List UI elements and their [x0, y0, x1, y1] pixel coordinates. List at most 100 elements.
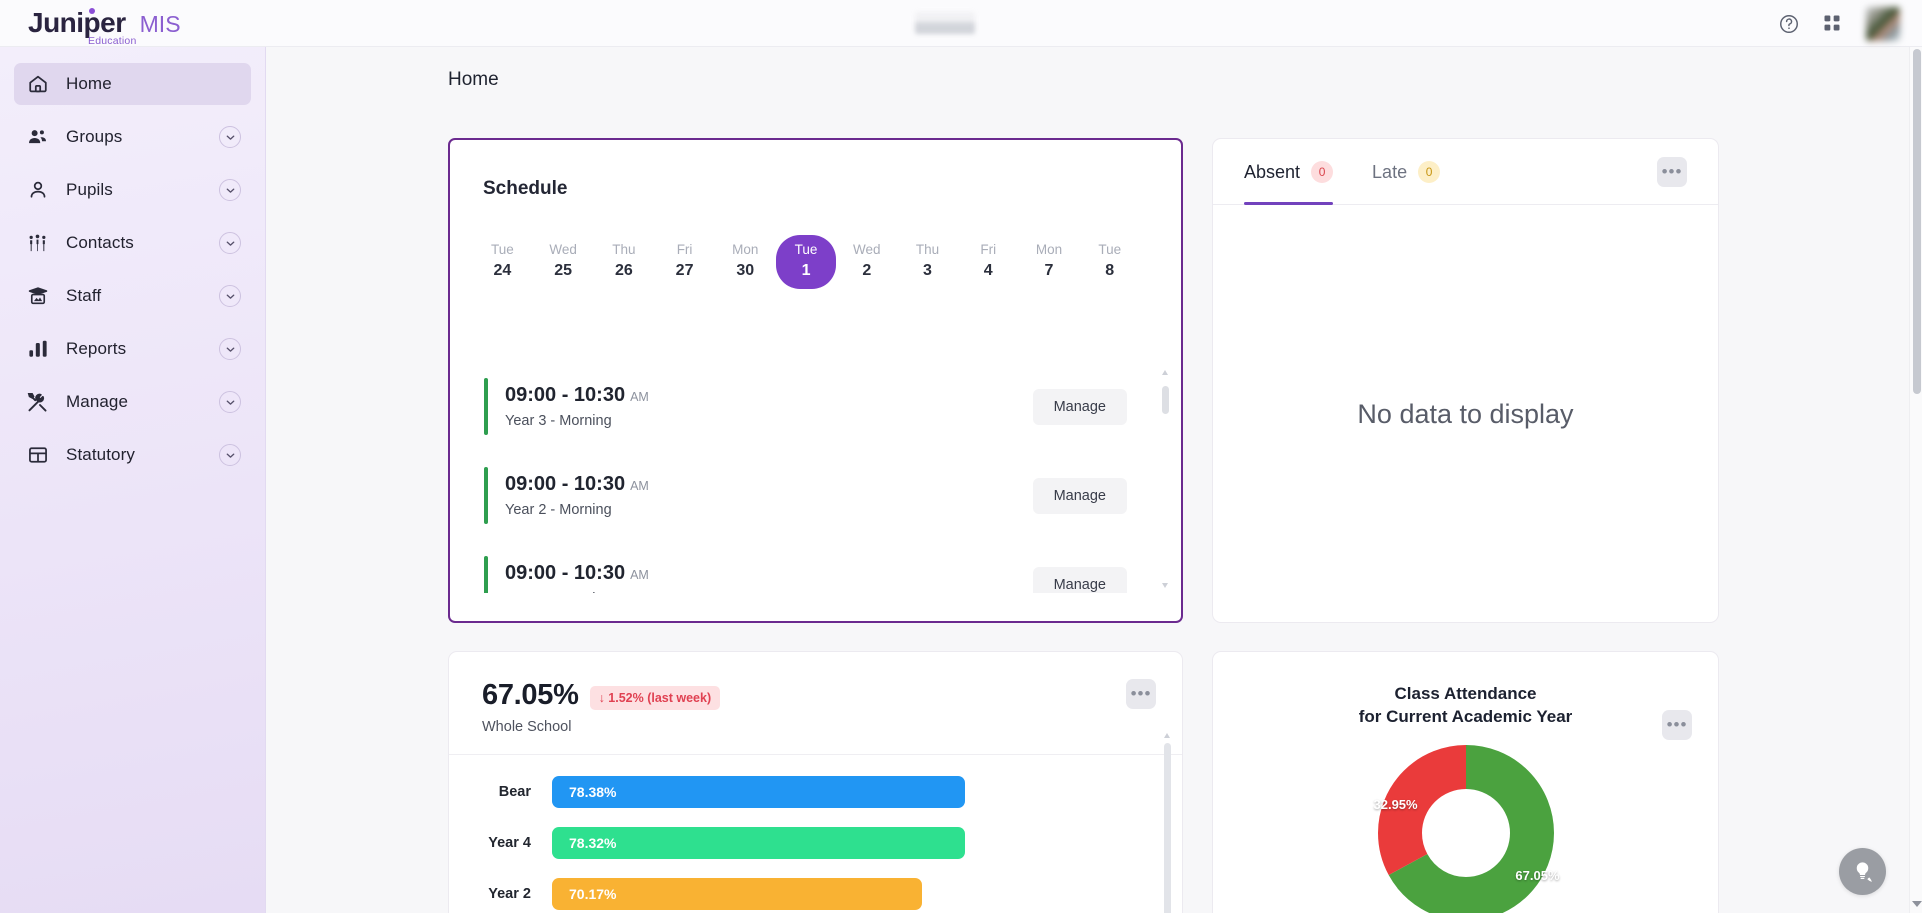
scrollbar-thumb[interactable]	[1162, 386, 1169, 414]
day-cell[interactable]: Mon 7	[1019, 235, 1080, 289]
day-of-month: 4	[983, 262, 993, 279]
scroll-down-arrow-icon[interactable]	[1162, 583, 1168, 588]
schedule-subtitle: Year 3 - Morning	[505, 413, 612, 429]
dashboard-row-top: Schedule Tue 24 Wed 25 Thu 26	[448, 138, 1906, 623]
scroll-down-arrow-icon[interactable]	[1912, 901, 1922, 907]
kebab-menu-icon[interactable]: •••	[1126, 679, 1156, 709]
day-cell[interactable]: Tue 8	[1079, 235, 1140, 289]
donut-label-present: 67.05%	[1515, 868, 1560, 884]
sidebar-item-groups[interactable]: Groups	[14, 116, 251, 158]
avatar[interactable]	[1866, 6, 1900, 41]
day-cell[interactable]: Fri 4	[958, 235, 1019, 289]
chevron-down-icon[interactable]	[219, 391, 241, 413]
sidebar-item-label: Pupils	[66, 180, 113, 199]
absent-late-tabs: Absent 0 Late 0 •••	[1213, 139, 1718, 205]
chevron-down-icon[interactable]	[219, 126, 241, 148]
manage-button[interactable]: Manage	[1032, 388, 1127, 425]
main-content: Home Schedule Tue 24 Wed 25 Thu	[266, 47, 1922, 913]
home-icon	[26, 73, 49, 96]
chart-title: Class Attendance for Current Academic Ye…	[1213, 652, 1718, 728]
schedule-ampm: AM	[630, 568, 649, 582]
help-tips-fab[interactable]	[1839, 848, 1886, 895]
bar-value: 70.17%	[552, 877, 922, 910]
question-circle-icon[interactable]	[1778, 13, 1800, 35]
day-of-month: 26	[614, 262, 633, 279]
scroll-up-arrow-icon[interactable]	[1162, 370, 1168, 375]
sidebar-item-manage[interactable]: Manage	[14, 381, 251, 423]
schedule-row: 09:00 - 10:30 AM Year 3 - Morning Manage	[484, 375, 1147, 438]
day-of-month: 8	[1105, 262, 1115, 279]
manage-button[interactable]: Manage	[1032, 477, 1127, 514]
chevron-down-icon[interactable]	[219, 444, 241, 466]
divider	[449, 754, 1182, 755]
bar-chart-row: Bear 78.38%	[449, 773, 1182, 810]
schedule-row-text: 09:00 - 10:30 AM Year 7 - Morning	[505, 562, 1033, 593]
sidebar-item-statutory[interactable]: Statutory	[14, 434, 251, 476]
bar-category-label: Year 4	[488, 834, 531, 851]
scrollbar-thumb[interactable]	[1164, 743, 1171, 913]
page-scrollbar[interactable]	[1909, 47, 1922, 913]
schedule-accent-bar	[484, 378, 488, 435]
schedule-ampm: AM	[630, 390, 649, 404]
day-of-month: 25	[554, 262, 572, 279]
day-cell[interactable]: Wed 25	[533, 235, 594, 289]
grid-apps-icon[interactable]	[1822, 13, 1844, 35]
sidebar-item-label: Statutory	[66, 445, 135, 464]
attendance-headline: 67.05% ↓ 1.52% (last week)	[449, 652, 1182, 712]
donut-chart: 67.05% 32.95%	[1374, 745, 1560, 913]
day-cell[interactable]: Wed 2	[836, 235, 897, 289]
scroll-up-arrow-icon[interactable]	[1164, 733, 1170, 738]
kebab-menu-icon[interactable]: •••	[1657, 157, 1687, 187]
sidebar-item-label: Home	[66, 74, 112, 93]
status-badge: 0	[1418, 160, 1441, 183]
tab-absent[interactable]: Absent 0	[1244, 139, 1334, 205]
statutory-icon	[26, 444, 49, 467]
chevron-down-icon[interactable]	[219, 338, 241, 360]
empty-state-message: No data to display	[1357, 398, 1574, 429]
sidebar-item-reports[interactable]: Reports	[14, 328, 251, 370]
day-of-week: Fri	[980, 242, 997, 257]
chart-title-line-1: Class Attendance	[1394, 684, 1537, 703]
status-badge: 0	[1311, 160, 1334, 183]
sidebar-item-home[interactable]: Home	[14, 63, 251, 105]
day-of-month: 27	[675, 262, 694, 279]
sidebar-item-label: Contacts	[66, 233, 134, 252]
day-of-week: Tue	[794, 242, 818, 257]
day-of-month: 7	[1044, 262, 1054, 279]
app-logo[interactable]: Juniper Education MIS	[28, 8, 181, 46]
schedule-day-strip: Tue 24 Wed 25 Thu 26 Fri 27	[472, 235, 1140, 289]
day-of-week: Mon	[1035, 242, 1063, 257]
schedule-accent-bar	[484, 467, 488, 524]
kebab-menu-icon[interactable]: •••	[1662, 710, 1692, 740]
schedule-scrollbar[interactable]	[1161, 368, 1170, 590]
day-cell[interactable]: Mon 30	[715, 235, 776, 289]
donut-slice-absent	[1377, 745, 1554, 913]
chevron-down-icon[interactable]	[219, 285, 241, 307]
schedule-time-range: 09:00 - 10:30	[505, 562, 626, 584]
sidebar-item-pupils[interactable]: Pupils	[14, 169, 251, 211]
header-actions	[1778, 0, 1922, 47]
day-of-month: 3	[923, 262, 932, 279]
day-of-week: Mon	[732, 242, 759, 257]
sidebar-item-contacts[interactable]: Contacts	[14, 222, 251, 264]
day-cell-selected[interactable]: Tue 1	[775, 235, 837, 289]
bar-value: 78.38%	[552, 775, 965, 808]
bar-category-label: Year 2	[488, 885, 531, 902]
page-title: Home	[448, 69, 499, 90]
schedule-time: 09:00 - 10:30 AM	[505, 473, 1033, 496]
day-cell[interactable]: Tue 24	[472, 235, 533, 289]
day-cell[interactable]: Fri 27	[654, 235, 715, 289]
tab-late[interactable]: Late 0	[1372, 139, 1441, 205]
logo-mis-text: MIS	[139, 11, 181, 37]
bar-chart-scrollbar[interactable]	[1163, 731, 1172, 913]
donut-svg	[1377, 745, 1554, 913]
day-cell[interactable]: Thu 3	[897, 235, 958, 289]
sidebar-item-staff[interactable]: Staff	[14, 275, 251, 317]
scrollbar-thumb[interactable]	[1913, 49, 1921, 394]
manage-button[interactable]: Manage	[1032, 566, 1127, 593]
chevron-down-icon[interactable]	[219, 232, 241, 254]
day-cell[interactable]: Thu 26	[593, 235, 654, 289]
attendance-bar-chart: Bear 78.38% Year 4 78.32% Year 2 70.17% …	[449, 755, 1182, 913]
sidebar: Home Groups Pupils	[0, 47, 266, 913]
chevron-down-icon[interactable]	[219, 179, 241, 201]
